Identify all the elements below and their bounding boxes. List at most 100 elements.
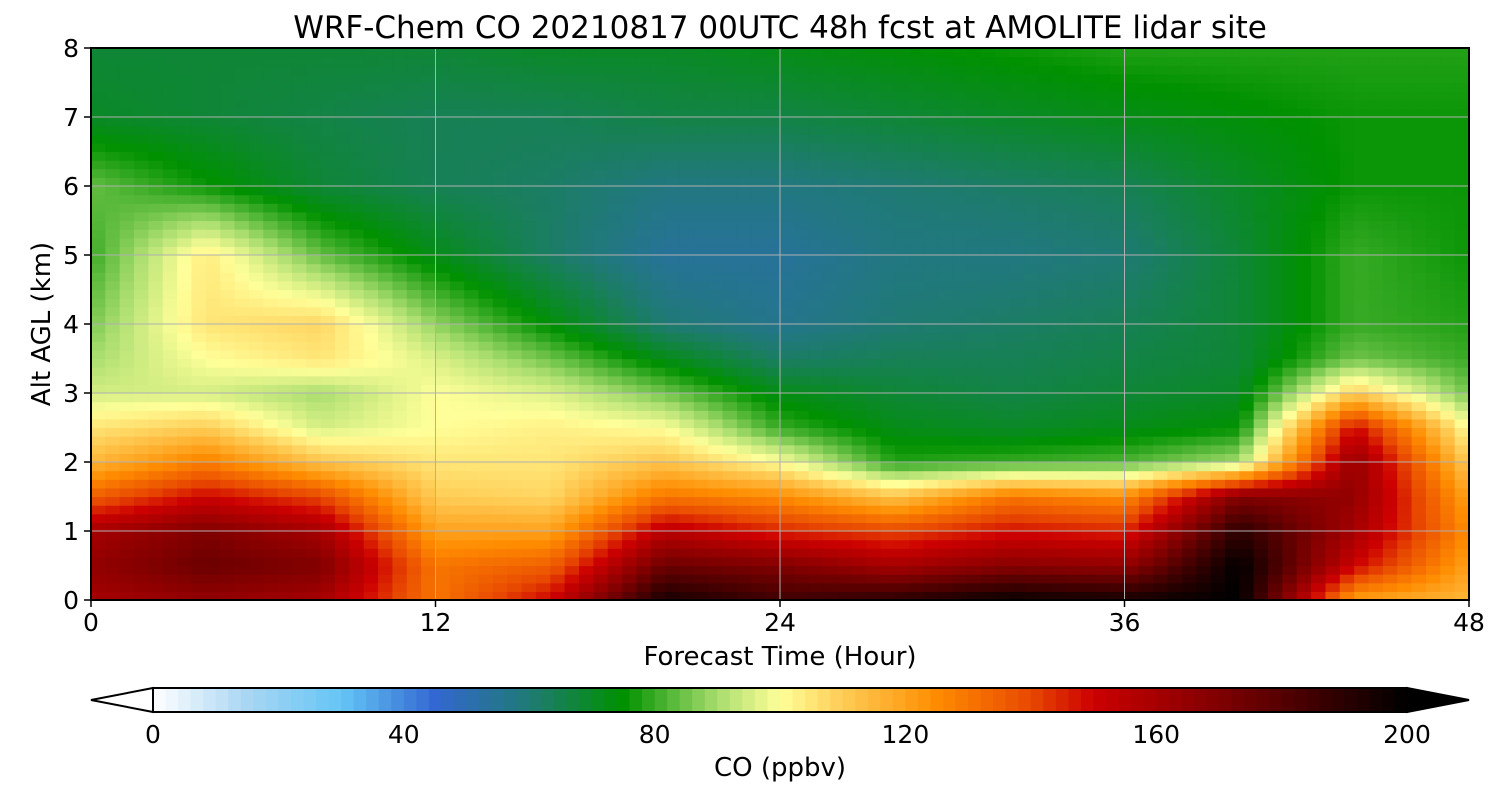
heatmap-cell [378, 82, 394, 92]
heatmap-cell [535, 151, 551, 161]
heatmap-cell [449, 470, 465, 480]
heatmap-cell [277, 565, 293, 575]
heatmap-cell [952, 393, 968, 403]
heatmap-cell [866, 444, 882, 454]
heatmap-cell [736, 229, 752, 239]
heatmap-cell [837, 177, 853, 187]
heatmap-cell [105, 56, 121, 66]
heatmap-cell [277, 591, 293, 601]
heatmap-cell [1196, 565, 1212, 575]
heatmap-cell [1052, 151, 1068, 161]
heatmap-cell [1095, 531, 1111, 541]
heatmap-cell [535, 125, 551, 135]
heatmap-cell [478, 160, 494, 170]
heatmap-cell [105, 462, 121, 472]
heatmap-cell [650, 496, 666, 506]
heatmap-cell [866, 418, 882, 429]
heatmap-cell [823, 229, 839, 239]
heatmap-cell [392, 246, 408, 256]
heatmap-cell [923, 117, 939, 127]
heatmap-cell [335, 73, 350, 84]
heatmap-cell [148, 117, 164, 127]
heatmap-cell [521, 539, 537, 549]
heatmap-cell [306, 591, 322, 601]
heatmap-cell [780, 203, 795, 213]
heatmap-cell [1196, 427, 1212, 437]
heatmap-cell [794, 298, 810, 308]
heatmap-cell [593, 332, 609, 342]
heatmap-cell [234, 177, 250, 187]
heatmap-cell [521, 332, 537, 342]
heatmap-cell [492, 582, 508, 592]
heatmap-cell [894, 565, 910, 575]
heatmap-cell [191, 341, 207, 351]
heatmap-cell [1095, 444, 1111, 454]
heatmap-cell [1081, 548, 1097, 558]
heatmap-cell [234, 272, 250, 282]
heatmap-cell [277, 255, 293, 265]
heatmap-cell [134, 582, 150, 592]
heatmap-cell [751, 591, 767, 601]
heatmap-cell [1124, 591, 1140, 601]
heatmap-cell [650, 574, 666, 584]
heatmap-cell [320, 142, 336, 153]
heatmap-cell [306, 358, 322, 368]
heatmap-cell [1009, 168, 1025, 178]
heatmap-cell [363, 505, 379, 515]
heatmap-cell [650, 315, 666, 325]
heatmap-cell [851, 65, 867, 75]
heatmap-cell [220, 48, 236, 58]
heatmap-cell [823, 513, 839, 523]
heatmap-cell [937, 194, 953, 204]
heatmap-cell [1153, 410, 1169, 420]
heatmap-cell [320, 487, 336, 498]
heatmap-cell [579, 306, 594, 316]
heatmap-cell [780, 358, 795, 368]
heatmap-cell [91, 487, 106, 498]
heatmap-cell [162, 487, 178, 498]
heatmap-cell [808, 574, 824, 584]
heatmap-cell [866, 289, 882, 299]
heatmap-cell [1138, 324, 1154, 334]
heatmap-cell [550, 375, 566, 385]
heatmap-cell [1052, 556, 1068, 567]
heatmap-cell [607, 117, 623, 127]
heatmap-cell [550, 427, 566, 437]
heatmap-cell [866, 255, 882, 265]
heatmap-cell [306, 108, 322, 118]
heatmap-cell [1038, 48, 1054, 58]
heatmap-cell [564, 298, 580, 308]
heatmap-cell [923, 229, 939, 239]
heatmap-cell [1024, 393, 1039, 403]
heatmap-cell [593, 556, 609, 567]
heatmap-cell [851, 479, 867, 489]
heatmap-cell [923, 401, 939, 411]
heatmap-cell [866, 298, 882, 308]
heatmap-cell [335, 315, 350, 325]
heatmap-cell [1009, 444, 1025, 454]
heatmap-cell [679, 263, 695, 273]
heatmap-cell [1038, 237, 1054, 247]
heatmap-cell [866, 341, 882, 351]
heatmap-cell [1110, 177, 1126, 187]
heatmap-cell [492, 108, 508, 118]
heatmap-cell [1167, 487, 1183, 498]
heatmap-cell [435, 522, 451, 532]
heatmap-cell [378, 418, 394, 429]
heatmap-cell [320, 246, 336, 256]
heatmap-cell [579, 565, 594, 575]
heatmap-cell [1167, 375, 1183, 385]
heatmap-cell [162, 470, 178, 480]
heatmap-cell [162, 255, 178, 265]
heatmap-cell [607, 574, 623, 584]
heatmap-cell [837, 427, 853, 437]
heatmap-cell [392, 324, 408, 334]
heatmap-cell [148, 125, 164, 135]
heatmap-cell [665, 168, 681, 178]
heatmap-cell [894, 142, 910, 153]
heatmap-cell [937, 358, 953, 368]
heatmap-cell [406, 367, 422, 377]
heatmap-cell [105, 582, 121, 592]
heatmap-cell [722, 56, 738, 66]
heatmap-cell [1067, 255, 1083, 265]
